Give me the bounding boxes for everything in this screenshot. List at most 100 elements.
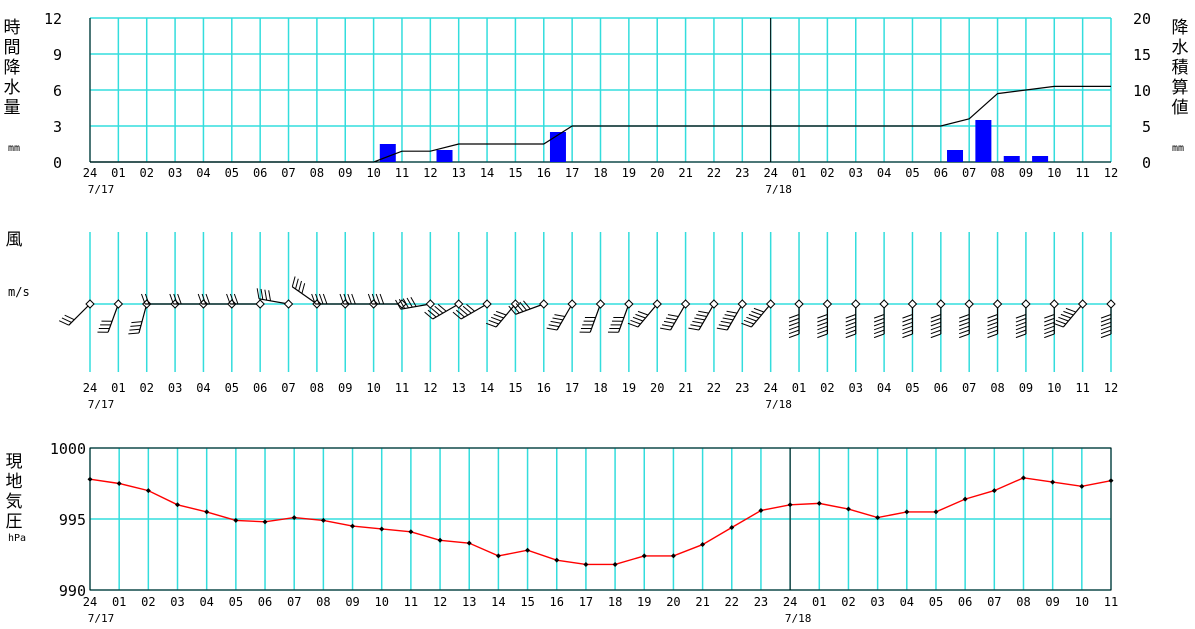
wind-barb-feather bbox=[817, 325, 828, 331]
wind-barb-shaft bbox=[618, 303, 630, 333]
wind-barb-feather bbox=[493, 313, 504, 319]
wind-barb-shaft bbox=[750, 303, 772, 328]
precip-hour-label: 24 bbox=[763, 166, 777, 180]
pressure-point bbox=[933, 509, 939, 515]
wind-barb-shaft bbox=[670, 303, 687, 331]
wind-hour-label: 10 bbox=[1047, 381, 1061, 395]
wind-station-marker bbox=[964, 299, 974, 309]
wind-barb-shaft bbox=[291, 286, 318, 305]
wind-station-marker bbox=[794, 299, 804, 309]
wind-barb-feather bbox=[788, 314, 800, 319]
wind-barb-feather bbox=[552, 317, 564, 321]
wind-hour-label: 20 bbox=[650, 381, 664, 395]
wind-barb-feather bbox=[959, 333, 970, 339]
wind-hour-label: 11 bbox=[1075, 381, 1089, 395]
wind-barb-feather bbox=[1065, 307, 1077, 313]
precip-hour-label: 11 bbox=[395, 166, 409, 180]
wind-hour-label: 14 bbox=[480, 381, 494, 395]
pressure-hour-label: 12 bbox=[433, 595, 447, 609]
pressure-point bbox=[583, 561, 589, 567]
pressure-hour-label: 10 bbox=[374, 595, 388, 609]
wind-barb-feather bbox=[930, 321, 942, 327]
wind-barb-feather bbox=[1015, 333, 1027, 339]
wind-barb-feather bbox=[902, 317, 913, 323]
wind-barb-feather bbox=[746, 316, 757, 322]
wind-hour-label: 09 bbox=[338, 381, 352, 395]
wind-barb-feather bbox=[1015, 329, 1027, 335]
pressure-hour-label: 09 bbox=[1045, 595, 1059, 609]
precip-right-tick-label: 0 bbox=[1142, 154, 1151, 172]
wind-station-marker bbox=[822, 299, 833, 309]
wind-barb-feather bbox=[226, 293, 231, 305]
precip-hour-label: 08 bbox=[990, 166, 1004, 180]
wind-barb-feather bbox=[508, 305, 516, 315]
precip-hour-label: 05 bbox=[905, 166, 919, 180]
wind-barb-feather bbox=[987, 314, 998, 319]
wind-barb-feather bbox=[720, 320, 732, 324]
wind-barb-feather bbox=[726, 310, 738, 314]
wind-barb-feather bbox=[434, 305, 444, 314]
wind-barb-feather bbox=[144, 293, 150, 305]
pressure-point bbox=[437, 537, 443, 543]
precip-hour-label: 24 bbox=[83, 166, 97, 180]
precip-hour-label: 12 bbox=[423, 166, 437, 180]
wind-barb-feather bbox=[718, 324, 730, 328]
wind-barb-feather bbox=[315, 293, 320, 305]
wind-barb-feather bbox=[817, 314, 828, 319]
wind-barb-feather bbox=[1053, 322, 1064, 328]
wind-hour-label: 04 bbox=[196, 381, 210, 395]
wind-barb-feather bbox=[696, 314, 707, 317]
pressure-hour-label: 01 bbox=[812, 595, 826, 609]
wind-barb-feather bbox=[753, 307, 765, 313]
wind-barb-shaft bbox=[556, 303, 573, 331]
wind-barb-feather bbox=[748, 313, 760, 319]
pressure-point bbox=[525, 547, 531, 553]
precip-right-tick-label: 20 bbox=[1133, 10, 1151, 28]
wind-barb-feather bbox=[1015, 325, 1027, 331]
wind-barb-shaft bbox=[637, 303, 658, 328]
precip-left-tick-label: 6 bbox=[53, 82, 62, 100]
pressure-point bbox=[612, 561, 618, 567]
pressure-hour-label: 08 bbox=[1016, 595, 1030, 609]
wind-station-marker bbox=[1077, 299, 1088, 309]
pressure-hour-label: 05 bbox=[929, 595, 943, 609]
pressure-point bbox=[204, 509, 210, 515]
precip-left-axis-label: 時間降水量 bbox=[3, 18, 21, 118]
wind-barb-feather bbox=[311, 293, 316, 305]
wind-hour-label: 10 bbox=[366, 381, 380, 395]
wind-hour-label: 21 bbox=[678, 381, 692, 395]
precip-hour-label: 22 bbox=[707, 166, 721, 180]
pressure-hour-label: 04 bbox=[199, 595, 213, 609]
wind-barb-feather bbox=[130, 324, 142, 327]
precip-hour-label: 23 bbox=[735, 166, 749, 180]
pressure-point bbox=[641, 553, 647, 559]
pressure-point bbox=[495, 553, 501, 559]
wind-barb-feather bbox=[431, 307, 440, 316]
wind-barb-feather bbox=[873, 329, 885, 335]
wind-hour-label: 17 bbox=[565, 381, 579, 395]
wind-barb-feather bbox=[788, 333, 800, 339]
pressure-point bbox=[729, 525, 735, 531]
precip-hour-label: 14 bbox=[480, 166, 494, 180]
wind-barb-feather bbox=[930, 333, 942, 339]
wind-barb-feather bbox=[902, 321, 913, 327]
wind-barb-feather bbox=[930, 314, 942, 319]
wind-barb-feather bbox=[627, 322, 639, 328]
wind-barb-feather bbox=[301, 283, 306, 294]
precip-bar bbox=[975, 120, 992, 162]
wind-barb-feather bbox=[751, 310, 762, 316]
wind-hour-label: 16 bbox=[537, 381, 551, 395]
wind-barb-feather bbox=[64, 314, 75, 321]
pressure-point bbox=[466, 540, 472, 546]
pressure-hour-label: 07 bbox=[287, 595, 301, 609]
wind-station-marker bbox=[113, 299, 124, 309]
pressure-point bbox=[379, 526, 385, 532]
wind-hour-label: 06 bbox=[253, 381, 267, 395]
wind-barb-feather bbox=[817, 321, 828, 327]
pressure-tick-label: 1000 bbox=[50, 440, 86, 458]
wind-barb-feather bbox=[1044, 333, 1055, 339]
pressure-hour-label: 15 bbox=[520, 595, 534, 609]
precip-hour-label: 03 bbox=[849, 166, 863, 180]
wind-barb-feather bbox=[665, 317, 677, 321]
wind-barb-feather bbox=[637, 310, 649, 316]
